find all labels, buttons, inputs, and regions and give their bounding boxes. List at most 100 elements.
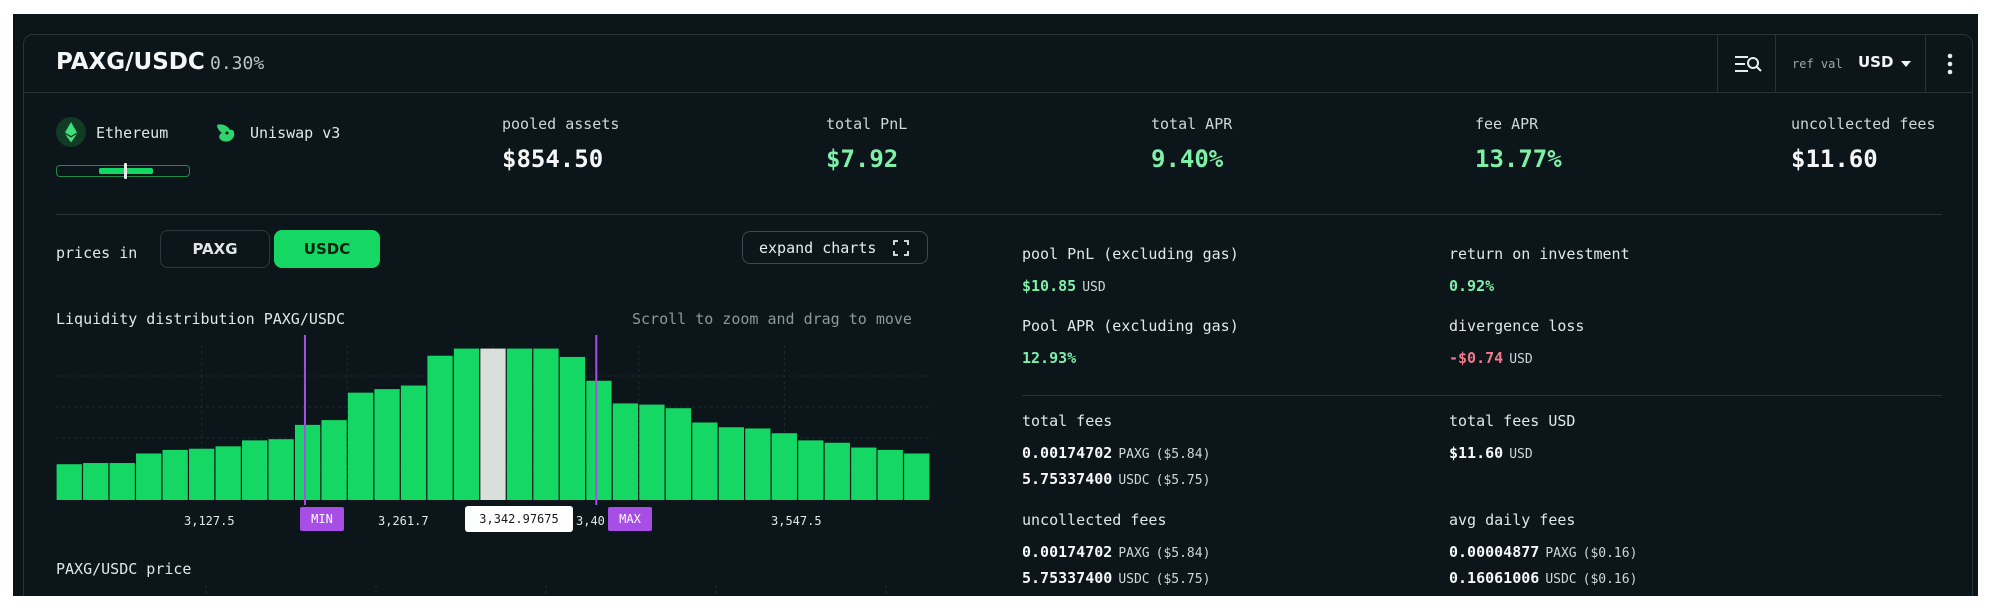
- liquidity-bar: [294, 424, 321, 500]
- stat-uncollected-fees: uncollected fees $11.60: [1791, 115, 1936, 173]
- liquidity-bar: [374, 389, 400, 500]
- liquidity-bar: [83, 463, 109, 500]
- max-price-tag[interactable]: MAX: [608, 507, 652, 531]
- divergence-value: -$0.74: [1449, 349, 1504, 367]
- liquidity-bar: [427, 355, 453, 500]
- price-chart[interactable]: [56, 585, 930, 596]
- detail-value: $10.85 USD: [1022, 277, 1239, 295]
- liquidity-bar: [692, 422, 718, 500]
- return-on-investment: return on investment 0.92%: [1449, 245, 1630, 295]
- liquidity-bar: [321, 420, 347, 500]
- usd-value: ($5.84): [1155, 546, 1211, 561]
- unit-label: USDC: [1545, 572, 1577, 587]
- pool-apr: Pool APR (excluding gas) 12.93%: [1022, 317, 1239, 367]
- stat-total-pnl: total PnL $7.92: [826, 115, 907, 173]
- liquidity-bar: [189, 448, 215, 500]
- divider: [1022, 395, 1942, 396]
- pair-title: PAXG/USDC: [56, 49, 205, 75]
- more-vertical-icon: [1947, 53, 1953, 75]
- fee-tier: 0.30%: [210, 53, 265, 74]
- liquidity-bar: [586, 380, 612, 500]
- amount: 5.75337400: [1022, 470, 1113, 488]
- amount: 0.00174702: [1022, 543, 1113, 561]
- detail-label: uncollected fees: [1022, 511, 1167, 529]
- liquidity-bar: [268, 439, 294, 500]
- min-price-tag[interactable]: MIN: [300, 507, 344, 531]
- liquidity-bar: [241, 440, 268, 500]
- detail-value: -$0.74 USD: [1449, 349, 1584, 367]
- unit-label: USDC: [1118, 473, 1150, 488]
- fee-line-paxg: 0.00174702 PAXG ($5.84): [1022, 543, 1210, 561]
- stat-label: uncollected fees: [1791, 115, 1936, 133]
- toggle-paxg[interactable]: PAXG: [160, 230, 270, 268]
- liquidity-bar: [798, 440, 824, 500]
- filter-search-icon: [1735, 56, 1762, 72]
- stat-value: 9.40%: [1151, 145, 1224, 173]
- chain-label: Ethereum: [96, 124, 169, 142]
- divergence-loss: divergence loss -$0.74 USD: [1449, 317, 1584, 367]
- detail-label: total fees USD: [1449, 412, 1576, 430]
- fee-line-paxg: 0.00004877 PAXG ($0.16): [1449, 543, 1637, 561]
- stat-fee-apr: fee APR 13.77%: [1475, 115, 1562, 173]
- total-fees: total fees 0.00174702 PAXG ($5.84) 5.75337…: [1022, 412, 1210, 488]
- amount: 0.00004877: [1449, 543, 1540, 561]
- x-tick-label: 3,40: [576, 514, 605, 528]
- avg-daily-fees: avg daily fees 0.00004877 PAXG ($0.16) 0.1…: [1449, 511, 1637, 587]
- unit-label: PAXG: [1545, 546, 1577, 561]
- expand-charts-button[interactable]: expand charts: [742, 231, 928, 264]
- detail-value: $11.60 USD: [1449, 444, 1575, 462]
- liquidity-bar: [718, 427, 745, 500]
- liquidity-bar: [215, 446, 241, 500]
- usd-value: ($5.75): [1155, 473, 1211, 488]
- x-tick-label: 3,127.5: [184, 514, 235, 528]
- liquidity-bar: [162, 449, 188, 500]
- liquidity-bar: [533, 348, 559, 500]
- range-indicator: [56, 163, 190, 179]
- detail-value: 12.93%: [1022, 349, 1077, 367]
- amount: 5.75337400: [1022, 569, 1113, 587]
- unit-label: USDC: [1118, 572, 1150, 587]
- fee-line-usdc: 5.75337400 USDC ($5.75): [1022, 470, 1210, 488]
- filter-button[interactable]: [1717, 35, 1775, 93]
- uncollected-fees: uncollected fees 0.00174702 PAXG ($5.84) 5…: [1022, 511, 1210, 587]
- detail-label: pool PnL (excluding gas): [1022, 245, 1239, 263]
- fee-line-usdc: 5.75337400 USDC ($5.75): [1022, 569, 1210, 587]
- ref-val-dropdown[interactable]: ref val USD: [1775, 35, 1925, 93]
- pool-pnl: pool PnL (excluding gas) $10.85 USD: [1022, 245, 1239, 295]
- liquidity-bar: [56, 464, 82, 500]
- usd-value: ($5.75): [1155, 572, 1211, 587]
- liquidity-bar: [453, 348, 480, 500]
- stat-label: pooled assets: [502, 115, 620, 133]
- detail-label: Pool APR (excluding gas): [1022, 317, 1239, 335]
- more-menu-button[interactable]: [1925, 35, 1972, 93]
- expand-charts-label: expand charts: [759, 239, 877, 257]
- amount: 0.16061006: [1449, 569, 1540, 587]
- divider: [56, 214, 1942, 215]
- fee-line-usdc: 0.16061006 USDC ($0.16): [1449, 569, 1637, 587]
- uniswap-icon: [210, 117, 240, 147]
- liquidity-bar: [639, 404, 665, 500]
- liquidity-bar: [851, 447, 877, 500]
- liquidity-chart[interactable]: [56, 335, 930, 505]
- liquidity-bar: [109, 463, 135, 500]
- stat-total-apr: total APR 9.40%: [1151, 115, 1232, 173]
- x-tick-label: 3,547.5: [771, 514, 822, 528]
- liquidity-bar: [506, 348, 533, 500]
- stat-label: total APR: [1151, 115, 1233, 133]
- unit-label: PAXG: [1118, 546, 1150, 561]
- liquidity-chart-hint: Scroll to zoom and drag to move: [632, 310, 912, 328]
- usd-value: ($0.16): [1582, 546, 1638, 561]
- liquidity-bar: [665, 408, 692, 500]
- toggle-usdc[interactable]: USDC: [274, 230, 380, 268]
- detail-label: return on investment: [1449, 245, 1630, 263]
- pool-pnl-value: $10.85: [1022, 277, 1077, 295]
- ref-val-value: USD: [1858, 53, 1894, 71]
- position-card: PAXG/USDC 0.30% ref val USD: [23, 34, 1973, 596]
- x-tick-label: 3,261.7: [378, 514, 429, 528]
- amount: 0.00174702: [1022, 444, 1113, 462]
- unit-label: USD: [1509, 447, 1533, 462]
- ethereum-icon: [56, 117, 86, 147]
- amount: $11.60: [1449, 444, 1504, 462]
- detail-label: avg daily fees: [1449, 511, 1576, 529]
- stat-value: $11.60: [1791, 145, 1878, 173]
